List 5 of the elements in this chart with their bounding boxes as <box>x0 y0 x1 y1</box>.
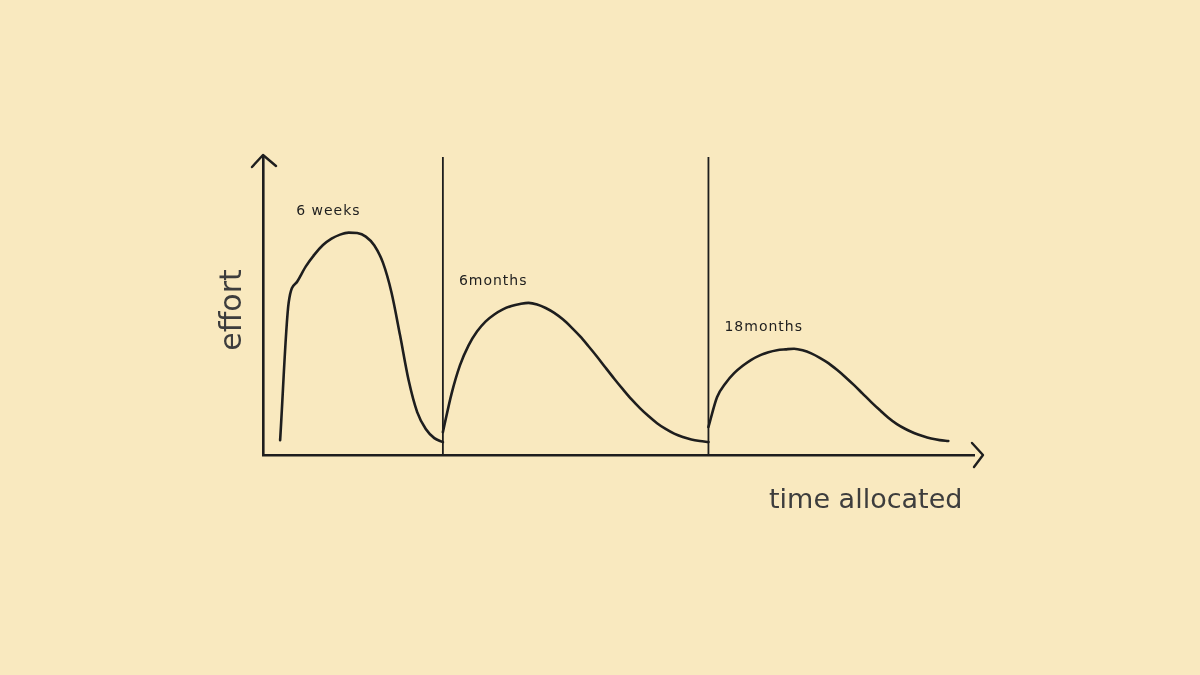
x-axis-title: time allocated <box>769 483 963 514</box>
series-label: 6 weeks <box>296 201 361 218</box>
series-label: 18months <box>724 317 803 334</box>
series-label: 6months <box>458 271 528 288</box>
y-axis-title: effort <box>212 269 248 351</box>
